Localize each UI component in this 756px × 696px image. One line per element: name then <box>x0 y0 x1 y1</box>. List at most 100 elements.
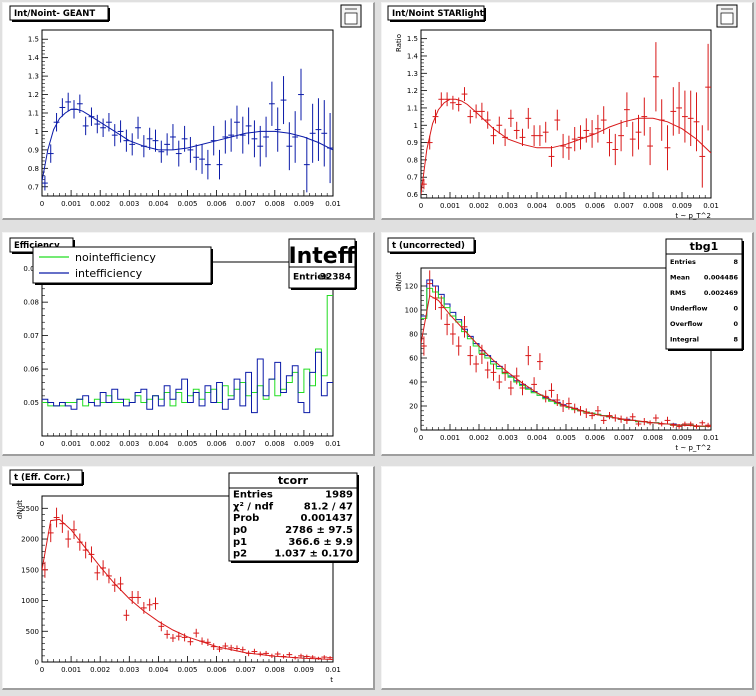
data-point <box>670 422 677 428</box>
y-tick-label: 2500 <box>21 505 39 513</box>
data-point <box>239 116 246 154</box>
x-tick-label: 0.007 <box>614 434 634 442</box>
x-tick-label: 0.008 <box>643 202 663 210</box>
data-point <box>479 344 485 364</box>
data-point <box>123 609 130 621</box>
data-point <box>321 100 328 167</box>
data-point <box>263 116 269 158</box>
x-tick-label: 0.009 <box>294 666 314 674</box>
data-point <box>548 146 555 167</box>
stat-value: 1989 <box>325 489 353 500</box>
data-point <box>234 105 240 139</box>
x-tick-label: 0.008 <box>265 200 285 208</box>
x-tick-label: 0.006 <box>585 434 606 442</box>
chart-title: t (Eff. Corr.) <box>14 473 70 483</box>
data-point <box>187 638 194 646</box>
x-tick-label: 0.006 <box>585 202 606 210</box>
data-point <box>467 346 474 366</box>
chart-title: Efficiency <box>14 241 60 251</box>
data-point <box>117 576 124 591</box>
x-tick-label: 0.004 <box>148 200 169 208</box>
data-point <box>245 107 252 145</box>
chart-2[interactable]: 0 0.001 0.002 0.003 0.004 0.005 0.006 0.007 0.00… <box>387 4 738 220</box>
stat-value: 366.6 ± 9.9 <box>288 537 353 548</box>
data-point <box>577 125 584 150</box>
data-point <box>268 81 275 126</box>
chart-4[interactable]: 0 0.001 0.002 0.003 0.004 0.005 0.006 0.007 0.00… <box>387 237 744 452</box>
data-point <box>298 68 304 121</box>
y-tick-label: 0 <box>35 659 39 667</box>
x-tick-label: 0.006 <box>207 200 228 208</box>
data-point <box>687 90 694 147</box>
data-point <box>554 394 561 406</box>
data-point <box>496 116 503 134</box>
data-point <box>111 578 118 592</box>
data-point <box>653 42 659 112</box>
pad-icon[interactable] <box>716 4 738 28</box>
legend-box <box>32 246 212 284</box>
data-point <box>274 651 281 657</box>
data-point <box>676 81 682 134</box>
x-tick-label: 0.002 <box>469 202 489 210</box>
data-point <box>42 175 48 191</box>
stat-label: Mean <box>670 274 690 282</box>
data-point <box>47 144 54 163</box>
data-point <box>222 120 229 154</box>
data-point <box>170 634 176 643</box>
data-point <box>65 92 72 112</box>
data-point <box>59 98 66 117</box>
x-tick-label: 0.005 <box>177 440 197 448</box>
data-point <box>560 133 566 159</box>
stat-box[interactable]: tbg1 Entries 8 Mean 0.004486 RMS 0.002469 Under… <box>665 238 744 351</box>
data-point <box>438 295 445 320</box>
data-point <box>42 561 48 578</box>
stat-box[interactable]: tcorr Entries 1989 χ² / ndf 81.2 / 47 Prob 0.0… <box>228 472 359 563</box>
stat-label: Entries <box>670 258 696 266</box>
data-point <box>321 655 328 659</box>
chart-5[interactable]: 0 0.001 0.002 0.003 0.004 0.005 0.006 0.007 0.00… <box>9 469 359 684</box>
data-point <box>444 92 450 107</box>
data-point <box>181 125 188 152</box>
chart-3[interactable]: 0 0.001 0.002 0.003 0.004 0.005 0.006 0.007 0.00… <box>9 237 357 448</box>
x-tick-label: 0.005 <box>556 202 576 210</box>
pad-icon[interactable] <box>340 4 362 28</box>
stat-label: p1 <box>233 537 247 548</box>
data-point <box>455 336 462 356</box>
data-point <box>251 120 258 158</box>
x-tick-label: 0.007 <box>236 440 256 448</box>
data-layer <box>42 295 333 414</box>
data-point <box>513 367 520 385</box>
chart-1[interactable]: 0 0.001 0.002 0.003 0.004 0.005 0.006 0.007 0.00… <box>9 4 362 208</box>
data-point <box>635 421 642 427</box>
x-tick-label: 0.004 <box>527 434 548 442</box>
legend-entry: nointefficiency <box>75 251 156 264</box>
data-point <box>531 125 537 147</box>
x-tick-label: 0.008 <box>265 666 285 674</box>
data-point <box>571 126 578 152</box>
pad-2[interactable] <box>381 2 754 220</box>
y-tick-label: 1.3 <box>407 70 418 78</box>
x-tick-label: 0.007 <box>614 202 634 210</box>
x-tick-label: 0.004 <box>148 440 169 448</box>
y-tick-label: 1 <box>35 128 39 136</box>
data-point <box>653 414 659 422</box>
x-tick-label: 0.003 <box>498 202 518 210</box>
data-point <box>635 114 642 150</box>
y-tick-label: 20 <box>409 403 418 411</box>
y-tick-label: 1.1 <box>407 104 418 112</box>
data-point <box>88 546 95 563</box>
legend-entry: intefficiency <box>75 267 143 280</box>
stat-label: Overflow <box>670 320 703 328</box>
data-point <box>699 420 706 426</box>
data-point <box>286 122 293 171</box>
x-tick-label: 0.007 <box>236 200 256 208</box>
stat-label: Integral <box>670 336 699 344</box>
x-tick-label: 0.008 <box>265 440 285 448</box>
y-tick-label: 40 <box>409 379 418 387</box>
data-point <box>473 104 479 119</box>
data-point <box>595 114 601 143</box>
y-tick-label: 1.1 <box>28 110 39 118</box>
